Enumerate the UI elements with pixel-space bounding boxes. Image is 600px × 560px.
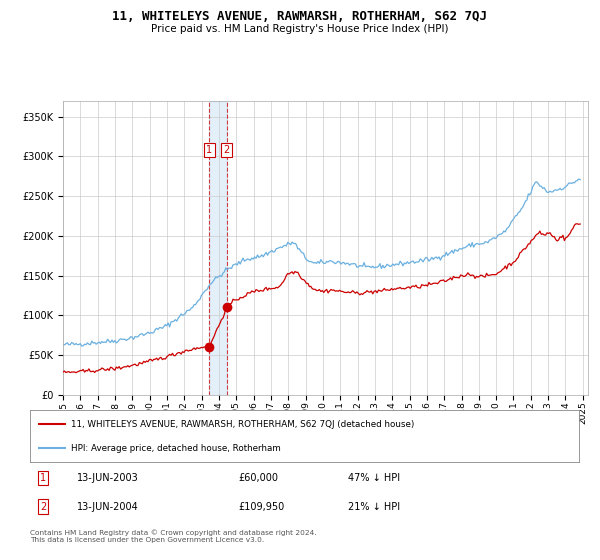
Text: 11, WHITELEYS AVENUE, RAWMARSH, ROTHERHAM, S62 7QJ (detached house): 11, WHITELEYS AVENUE, RAWMARSH, ROTHERHA… xyxy=(71,420,415,429)
Text: 1: 1 xyxy=(206,145,212,155)
Text: 2: 2 xyxy=(224,145,230,155)
Text: 47% ↓ HPI: 47% ↓ HPI xyxy=(349,473,401,483)
Text: HPI: Average price, detached house, Rotherham: HPI: Average price, detached house, Roth… xyxy=(71,444,281,452)
Text: 21% ↓ HPI: 21% ↓ HPI xyxy=(349,502,401,512)
Text: £109,950: £109,950 xyxy=(239,502,285,512)
Text: 13-JUN-2004: 13-JUN-2004 xyxy=(77,502,139,512)
Text: £60,000: £60,000 xyxy=(239,473,278,483)
Text: Contains HM Land Registry data © Crown copyright and database right 2024.
This d: Contains HM Land Registry data © Crown c… xyxy=(30,529,317,543)
Text: 13-JUN-2003: 13-JUN-2003 xyxy=(77,473,139,483)
Text: 1: 1 xyxy=(40,473,46,483)
Text: 2: 2 xyxy=(40,502,46,512)
Text: 11, WHITELEYS AVENUE, RAWMARSH, ROTHERHAM, S62 7QJ: 11, WHITELEYS AVENUE, RAWMARSH, ROTHERHA… xyxy=(113,10,487,23)
Bar xyxy=(209,101,227,395)
Text: Price paid vs. HM Land Registry's House Price Index (HPI): Price paid vs. HM Land Registry's House … xyxy=(151,24,449,34)
